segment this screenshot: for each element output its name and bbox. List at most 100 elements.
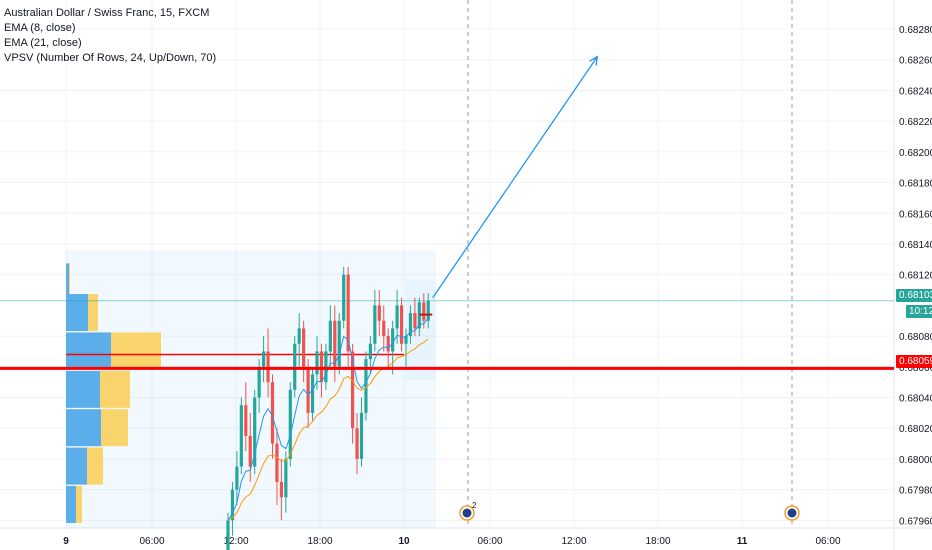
price-tick-label: 0.68280 (899, 25, 932, 36)
candle-body[interactable] (391, 328, 395, 352)
candle-body[interactable] (266, 351, 270, 383)
candle-body[interactable] (413, 313, 417, 329)
price-tick-label: 0.68000 (899, 455, 932, 466)
time-tick-label: 18:00 (307, 536, 332, 547)
candle-body[interactable] (324, 351, 328, 383)
level-price-badge: 0.68059 (896, 355, 932, 368)
candle-body[interactable] (422, 302, 426, 321)
price-tick-label: 0.68040 (899, 394, 932, 405)
volume-profile-bar-down (111, 332, 161, 370)
projection-arrow-head (589, 55, 599, 66)
price-tick-label: 0.68060 (899, 363, 932, 374)
candle-body[interactable] (244, 405, 248, 436)
candle-body[interactable] (319, 351, 324, 383)
candle-body[interactable] (399, 305, 404, 344)
time-tick-label: 06:00 (815, 536, 840, 547)
projection-arrow[interactable] (432, 56, 598, 299)
candle-body[interactable] (315, 351, 319, 375)
candle-body[interactable] (275, 443, 279, 482)
candle-body[interactable] (337, 320, 341, 367)
volume-profile-bar-up (66, 485, 76, 523)
price-tick-label: 0.68140 (899, 240, 932, 251)
candle-body[interactable] (293, 343, 297, 390)
candle-body[interactable] (426, 300, 430, 321)
candle-body[interactable] (395, 305, 399, 329)
candle-body[interactable] (386, 336, 390, 352)
symbol-title[interactable]: Australian Dollar / Swiss Franc, 15, FXC… (4, 7, 210, 19)
candle-body[interactable] (284, 458, 288, 498)
candle-body[interactable] (306, 366, 310, 413)
candle-body[interactable] (239, 405, 243, 467)
volume-profile-bar-down (100, 370, 130, 408)
candle-body[interactable] (248, 435, 252, 467)
candle-body[interactable] (302, 328, 306, 367)
time-tick-label: 10 (398, 536, 410, 547)
time-tick-label: 06:00 (477, 536, 502, 547)
volume-profile-bar-down (76, 485, 82, 523)
candle-body[interactable] (253, 397, 257, 467)
candle-body[interactable] (359, 412, 364, 459)
price-tick-label: 0.68260 (899, 56, 932, 67)
candle-body[interactable] (297, 328, 301, 344)
volume-profile-bar-up (66, 447, 87, 485)
volume-profile-bar-down (87, 447, 103, 485)
vpsv-label[interactable]: VPSV (Number Of Rows, 24, Up/Down, 70) (4, 52, 217, 64)
volume-profile-bar-down (69, 263, 70, 301)
candle-body[interactable] (346, 274, 350, 352)
candle-body[interactable] (355, 428, 359, 459)
time-tick-label: 06:00 (139, 536, 164, 547)
current-price-badge: 0.68103 (896, 289, 932, 302)
candle-body[interactable] (230, 489, 235, 521)
candle-body[interactable] (270, 382, 275, 444)
candle-body[interactable] (226, 520, 230, 550)
candle-body[interactable] (328, 320, 332, 352)
time-tick-label: 12:00 (223, 536, 248, 547)
candle-body[interactable] (373, 305, 377, 344)
volume-profile-bar-up (66, 332, 111, 370)
candle-body[interactable] (382, 320, 386, 337)
time-tick-label: 18:00 (645, 536, 670, 547)
ema8-label[interactable]: EMA (8, close) (4, 22, 76, 34)
price-tick-label: 0.68020 (899, 424, 932, 435)
candle-body[interactable] (351, 351, 355, 429)
volume-profile-bar-up (66, 294, 88, 332)
price-tick-label: 0.68160 (899, 209, 932, 220)
price-tick-label: 0.67980 (899, 486, 932, 497)
candle-body[interactable] (404, 336, 408, 344)
candle-body[interactable] (333, 320, 337, 367)
candle-body[interactable] (368, 343, 372, 360)
candle-body[interactable] (408, 313, 413, 337)
ema21-label[interactable]: EMA (21, close) (4, 37, 82, 49)
event-count-label: 2 (472, 501, 477, 510)
volume-profile-bar-up (66, 409, 101, 447)
candle-body[interactable] (279, 481, 283, 498)
candle-body[interactable] (288, 389, 292, 459)
price-tick-label: 0.68240 (899, 86, 932, 97)
price-tick-label: 0.68080 (899, 332, 932, 343)
price-tick-label: 0.68180 (899, 179, 932, 190)
candle-body[interactable] (257, 366, 261, 398)
candle-body[interactable] (310, 374, 315, 413)
volume-profile-bar-down (88, 294, 98, 332)
candle-body[interactable] (364, 359, 368, 413)
price-tick-label: 0.68200 (899, 148, 932, 159)
price-tick-label: 0.68120 (899, 271, 932, 282)
volume-profile-bar-down (101, 409, 128, 447)
event-flag-icon-flag (462, 508, 472, 518)
candle-body[interactable] (235, 466, 239, 490)
event-flag-icon-flag (787, 508, 797, 518)
candle-body[interactable] (262, 351, 266, 367)
volume-profile-bar-up (66, 370, 100, 408)
ema21-line (227, 338, 429, 521)
time-tick-label: 12:00 (561, 536, 586, 547)
candle-body[interactable] (377, 305, 381, 321)
chart-legend: Australian Dollar / Swiss Franc, 15, FXC… (4, 6, 216, 66)
time-tick-label: 11 (737, 536, 748, 547)
candle-body[interactable] (342, 274, 346, 321)
volume-profile-bar-up (66, 263, 69, 301)
time-tick-label: 9 (63, 536, 69, 547)
price-tick-label: 0.68220 (899, 117, 932, 128)
countdown-badge: 10:12 (906, 305, 932, 318)
